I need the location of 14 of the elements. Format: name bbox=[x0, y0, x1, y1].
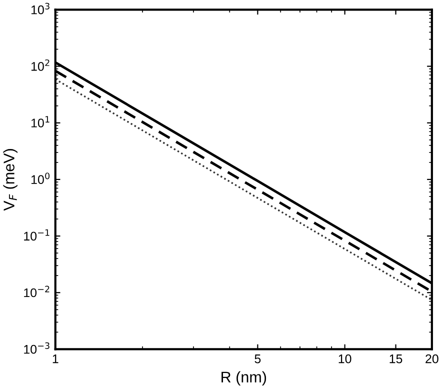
y-tick-label: 10$^{0}$ bbox=[31, 172, 50, 184]
x-tick-label: 5 bbox=[254, 354, 261, 364]
x-axis-title: R (nm) bbox=[222, 371, 266, 386]
y-tick-label: 10$^{3}$ bbox=[31, 2, 50, 14]
y-tick-label: 10$^{1}$ bbox=[31, 116, 50, 128]
y-tick-label: 10$^{−2}$ bbox=[24, 286, 50, 298]
x-tick-label: 20 bbox=[426, 354, 438, 364]
y-axis-title: V$_{F}$ (meV) bbox=[3, 149, 18, 211]
x-tick-label: 10 bbox=[338, 354, 352, 364]
x-tick-label: 15 bbox=[390, 354, 402, 364]
y-tick-label: 10$^{−1}$ bbox=[24, 229, 50, 241]
x-tick-label: 1 bbox=[52, 354, 58, 364]
y-tick-label: 10$^{−3}$ bbox=[24, 342, 50, 354]
y-tick-label: 10$^{2}$ bbox=[31, 59, 50, 71]
